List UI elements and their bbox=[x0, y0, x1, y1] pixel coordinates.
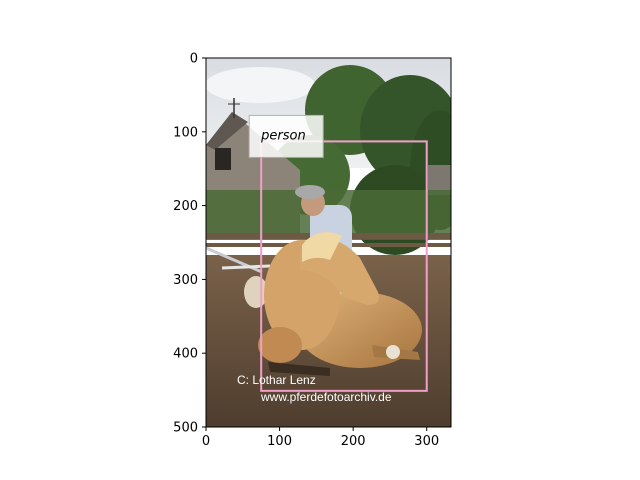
house-window bbox=[215, 148, 231, 170]
watermark-line1: C: Lothar Lenz bbox=[237, 373, 316, 387]
y-tick-label: 100 bbox=[173, 125, 198, 140]
y-tick-label: 200 bbox=[173, 199, 198, 214]
y-tick-label: 300 bbox=[173, 273, 198, 288]
watermark-line2: www.pferdefotoarchiv.de bbox=[260, 390, 392, 404]
x-axis: 0 100 200 300 bbox=[202, 427, 439, 449]
y-axis: 0 100 200 300 400 500 bbox=[173, 52, 206, 436]
x-tick-label: 100 bbox=[267, 434, 292, 449]
x-tick-label: 0 bbox=[202, 434, 210, 449]
photo bbox=[206, 58, 451, 427]
cloud bbox=[206, 67, 315, 103]
y-tick-label: 400 bbox=[173, 347, 198, 362]
y-tick-label: 500 bbox=[173, 421, 198, 436]
detection-label: person bbox=[260, 128, 306, 143]
axes-frame bbox=[205, 57, 452, 428]
detection: person bbox=[248, 114, 428, 392]
bounding-box bbox=[260, 140, 428, 392]
label-background bbox=[248, 114, 324, 158]
x-tick-label: 300 bbox=[414, 434, 439, 449]
y-tick-label: 0 bbox=[190, 52, 198, 67]
x-tick-label: 200 bbox=[341, 434, 366, 449]
horse bbox=[258, 232, 422, 376]
